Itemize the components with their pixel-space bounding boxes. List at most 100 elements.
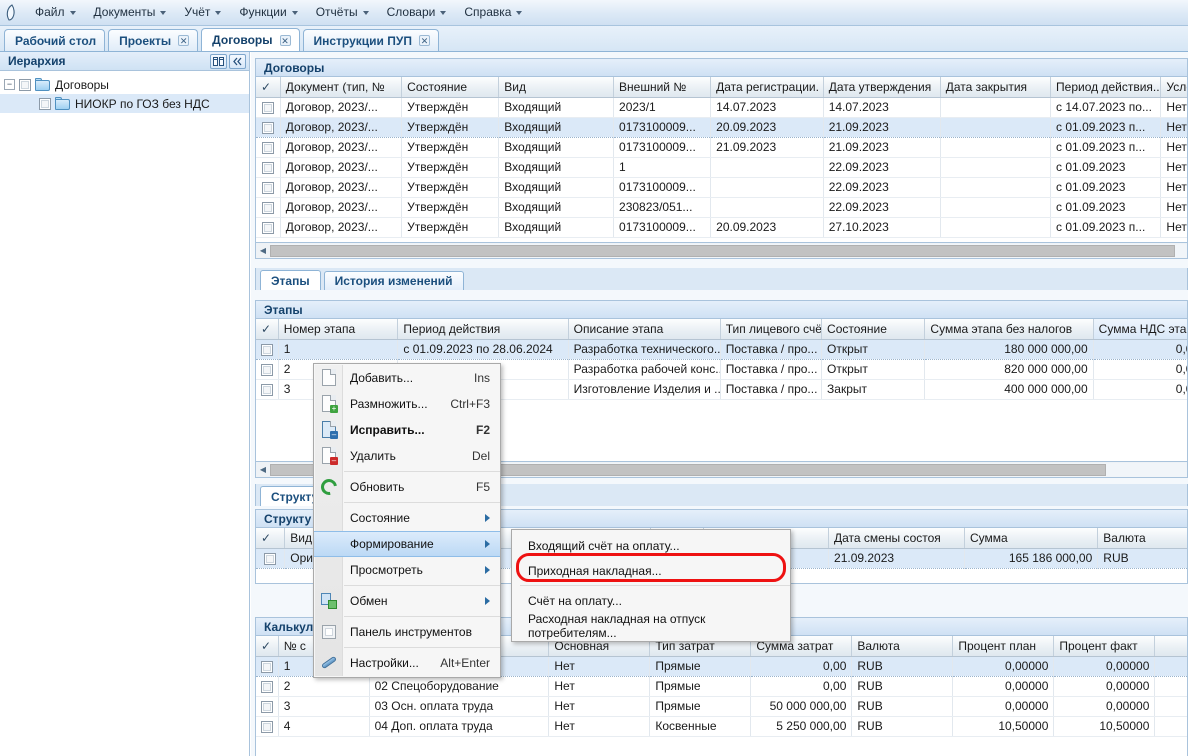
tab-instructions[interactable]: Инструкции ПУП ✕ bbox=[302, 29, 439, 51]
close-icon[interactable]: ✕ bbox=[418, 35, 430, 46]
tab-structure[interactable]: Структу bbox=[260, 486, 330, 506]
menu-documents[interactable]: Документы bbox=[85, 2, 176, 23]
checkbox-icon[interactable] bbox=[261, 161, 274, 174]
context-menu[interactable]: Добавить... Ins + Размножить... Ctrl+F3 – Испр… bbox=[313, 363, 501, 678]
menu-accounting[interactable]: Учёт bbox=[175, 2, 230, 23]
tab-projects[interactable]: Проекты ✕ bbox=[108, 29, 199, 51]
checkbox-icon[interactable] bbox=[261, 121, 274, 134]
contracts-row[interactable]: Договор, 2023/... Утверждён Входящий 1 22.09… bbox=[256, 157, 1187, 178]
row-checkbox[interactable] bbox=[256, 379, 279, 400]
stages-column-header[interactable]: Период действия bbox=[397, 319, 569, 340]
row-checkbox[interactable] bbox=[256, 547, 286, 569]
menu-functions[interactable]: Функции bbox=[230, 2, 306, 23]
structure-column-header[interactable]: Дата смены состоя bbox=[828, 528, 965, 549]
stages-column-header[interactable]: Тип лицевого счёт bbox=[720, 319, 823, 340]
menu-item-настройки[interactable]: Настройки... Alt+Enter bbox=[314, 650, 500, 676]
checkbox-icon[interactable] bbox=[261, 700, 273, 713]
collapse-icon[interactable] bbox=[229, 53, 246, 69]
contracts-column-header[interactable]: Внешний № bbox=[613, 77, 712, 98]
checkbox-icon[interactable] bbox=[264, 552, 277, 565]
stages-column-header[interactable]: Сумма этапа без налогов bbox=[924, 319, 1094, 340]
stages-column-header[interactable]: Описание этапа bbox=[568, 319, 721, 340]
checkbox-icon[interactable] bbox=[261, 363, 273, 376]
row-checkbox[interactable] bbox=[256, 217, 281, 238]
close-icon[interactable]: ✕ bbox=[178, 35, 190, 46]
contracts-row[interactable]: Договор, 2023/... Утверждён Входящий 017310… bbox=[256, 177, 1187, 198]
stages-column-header[interactable]: Номер этапа bbox=[278, 319, 399, 340]
contracts-column-header[interactable]: Дата регистрации. bbox=[710, 77, 824, 98]
calc-column-header[interactable]: Валюта bbox=[851, 636, 954, 657]
submenu-item-входящий-счёт-на-оплату[interactable]: Входящий счёт на оплату... bbox=[512, 533, 790, 558]
submenu-item-приходная-накладная[interactable]: Приходная накладная... bbox=[512, 558, 790, 583]
contracts-row[interactable]: Договор, 2023/... Утверждён Входящий 230823… bbox=[256, 197, 1187, 218]
tab-contracts[interactable]: Договоры ✕ bbox=[201, 28, 300, 51]
calc-column-header[interactable] bbox=[1154, 636, 1187, 657]
menu-item-панель-инструментов[interactable]: Панель инструментов bbox=[314, 619, 500, 645]
row-checkbox[interactable] bbox=[256, 137, 281, 158]
menu-dictionaries[interactable]: Словари bbox=[378, 2, 456, 23]
checkbox-icon[interactable] bbox=[261, 101, 274, 114]
stages-column-header[interactable]: Состояние bbox=[821, 319, 926, 340]
menu-item-добавить[interactable]: Добавить... Ins bbox=[314, 365, 500, 391]
row-checkbox[interactable] bbox=[256, 177, 281, 198]
row-checkbox[interactable] bbox=[256, 157, 281, 178]
checkbox-icon[interactable] bbox=[261, 720, 273, 733]
scroll-left-icon[interactable]: ◀ bbox=[259, 465, 267, 474]
tree-node-niokr[interactable]: НИОКР по ГОЗ без НДС bbox=[0, 94, 249, 113]
checkbox-icon[interactable] bbox=[261, 141, 274, 154]
structure-column-header[interactable]: Сумма bbox=[964, 528, 1099, 549]
checkbox-icon[interactable] bbox=[261, 343, 273, 356]
menu-item-просмотреть[interactable]: Просмотреть bbox=[314, 557, 500, 583]
tab-desktop[interactable]: Рабочий стол bbox=[4, 29, 106, 51]
contracts-column-header[interactable]: Дата закрытия bbox=[940, 77, 1052, 98]
close-icon[interactable]: ✕ bbox=[279, 34, 291, 46]
scroll-left-icon[interactable]: ◀ bbox=[259, 246, 267, 255]
contracts-row[interactable]: Договор, 2023/... Утверждён Входящий 017310… bbox=[256, 137, 1187, 158]
menu-item-обмен[interactable]: Обмен bbox=[314, 588, 500, 614]
checkbox-icon[interactable] bbox=[261, 181, 274, 194]
tab-stages[interactable]: Этапы bbox=[260, 270, 321, 290]
menu-item-формирование[interactable]: Формирование bbox=[314, 531, 500, 557]
contracts-row[interactable]: Договор, 2023/... Утверждён Входящий 017310… bbox=[256, 217, 1187, 238]
menu-item-исправить[interactable]: – Исправить... F2 bbox=[314, 417, 500, 443]
row-checkbox[interactable] bbox=[256, 97, 281, 118]
calc-row[interactable]: 3 03 Осн. оплата труда Нет Прямые 50 000 000… bbox=[256, 696, 1187, 717]
contracts-column-header[interactable]: Условный договор bbox=[1160, 77, 1187, 98]
submenu-item-счёт-на-оплату[interactable]: Счёт на оплату... bbox=[512, 588, 790, 613]
checkbox-icon[interactable] bbox=[261, 680, 273, 693]
calc-check-all[interactable]: ✓ bbox=[256, 636, 279, 657]
contracts-column-header[interactable]: Период действия.. bbox=[1050, 77, 1162, 98]
contracts-column-header[interactable]: Вид bbox=[498, 77, 615, 98]
structure-column-header[interactable]: Валюта bbox=[1097, 528, 1187, 549]
checkbox-icon[interactable] bbox=[261, 383, 273, 396]
calc-column-header[interactable]: Процент факт bbox=[1053, 636, 1156, 657]
contracts-column-header[interactable]: Состояние bbox=[401, 77, 500, 98]
contracts-column-header[interactable]: Дата утверждения bbox=[823, 77, 941, 98]
calc-row[interactable]: 4 04 Доп. оплата труда Нет Косвенные 5 250 0… bbox=[256, 716, 1187, 737]
structure-check-all[interactable]: ✓ bbox=[256, 528, 286, 549]
menu-help[interactable]: Справка bbox=[455, 2, 531, 23]
menu-file[interactable]: Файл bbox=[26, 2, 85, 23]
contracts-column-header[interactable]: Документ (тип, № bbox=[280, 77, 403, 98]
stages-check-all[interactable]: ✓ bbox=[256, 319, 279, 340]
expander-icon[interactable]: − bbox=[4, 79, 15, 90]
scroll-track[interactable] bbox=[270, 243, 1187, 258]
contracts-hscrollbar[interactable]: ◀ bbox=[255, 243, 1188, 259]
checkbox-icon[interactable] bbox=[261, 660, 273, 673]
contracts-row[interactable]: Договор, 2023/... Утверждён Входящий 2023/1… bbox=[256, 97, 1187, 118]
contracts-grid[interactable]: ✓ Документ (тип, № Состояние Вид Внешний № Да… bbox=[255, 76, 1188, 243]
stages-column-header[interactable]: Сумма НДС этапа bbox=[1093, 319, 1187, 340]
find-icon[interactable] bbox=[210, 53, 227, 69]
row-checkbox[interactable] bbox=[256, 676, 279, 697]
menu-item-размножить[interactable]: + Размножить... Ctrl+F3 bbox=[314, 391, 500, 417]
row-checkbox[interactable] bbox=[256, 116, 281, 138]
checkbox-icon[interactable] bbox=[261, 201, 274, 214]
calc-row[interactable]: 2 02 Спецоборудование Нет Прямые 0,00 RUB 0,00… bbox=[256, 676, 1187, 697]
contracts-check-all[interactable]: ✓ bbox=[256, 77, 281, 98]
tree-checkbox[interactable] bbox=[19, 78, 31, 91]
checkbox-icon[interactable] bbox=[261, 221, 274, 234]
tree-node-contracts[interactable]: − Договоры bbox=[0, 75, 249, 94]
menu-reports[interactable]: Отчёты bbox=[307, 2, 378, 23]
tree-checkbox[interactable] bbox=[39, 97, 51, 110]
